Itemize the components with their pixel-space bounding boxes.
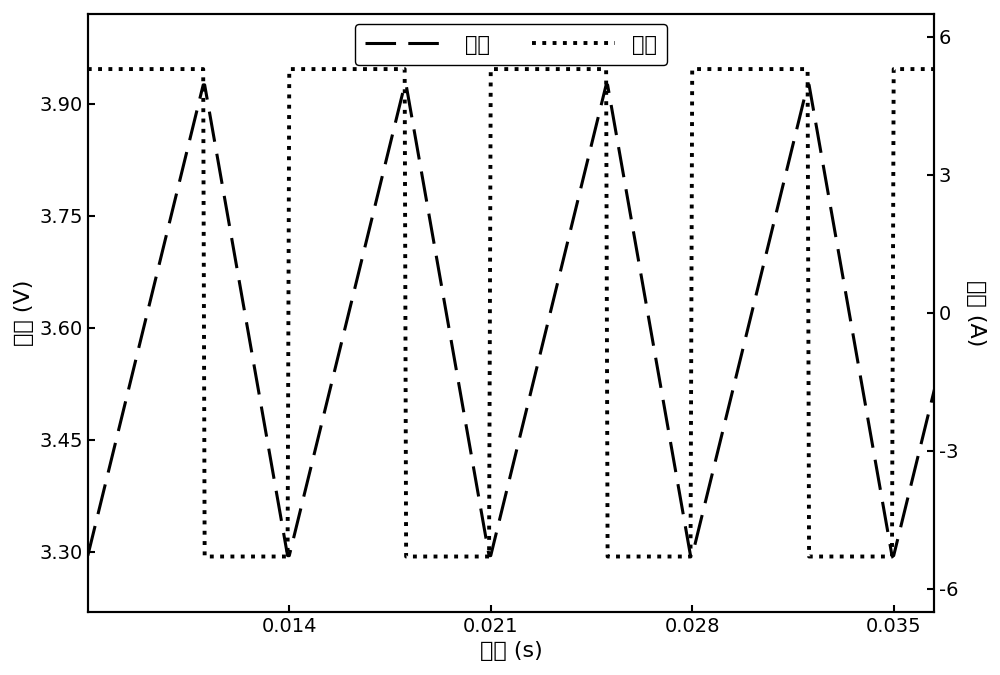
Legend: 电压, 电流: 电压, 电流	[355, 24, 667, 65]
电流	[134, 65, 146, 73]
电流	[289, 65, 301, 73]
电压	[258, 417, 270, 425]
电压	[289, 528, 301, 536]
X-axis label: 时间 (s): 时间 (s)	[480, 641, 542, 661]
电流	[258, 552, 270, 560]
电压	[134, 337, 146, 345]
Line: 电压: 电压	[88, 85, 1000, 556]
Y-axis label: 电流 (A): 电流 (A)	[966, 279, 986, 346]
电流	[199, 552, 211, 560]
Line: 电流: 电流	[88, 69, 1000, 556]
电流	[394, 65, 406, 73]
电压	[148, 284, 160, 292]
电压	[394, 99, 406, 107]
电流	[148, 65, 160, 73]
电流	[972, 65, 984, 73]
电压	[972, 206, 984, 214]
电压	[82, 551, 94, 560]
Y-axis label: 电压 (V): 电压 (V)	[14, 279, 34, 346]
电流	[82, 65, 94, 73]
电压	[197, 81, 209, 89]
